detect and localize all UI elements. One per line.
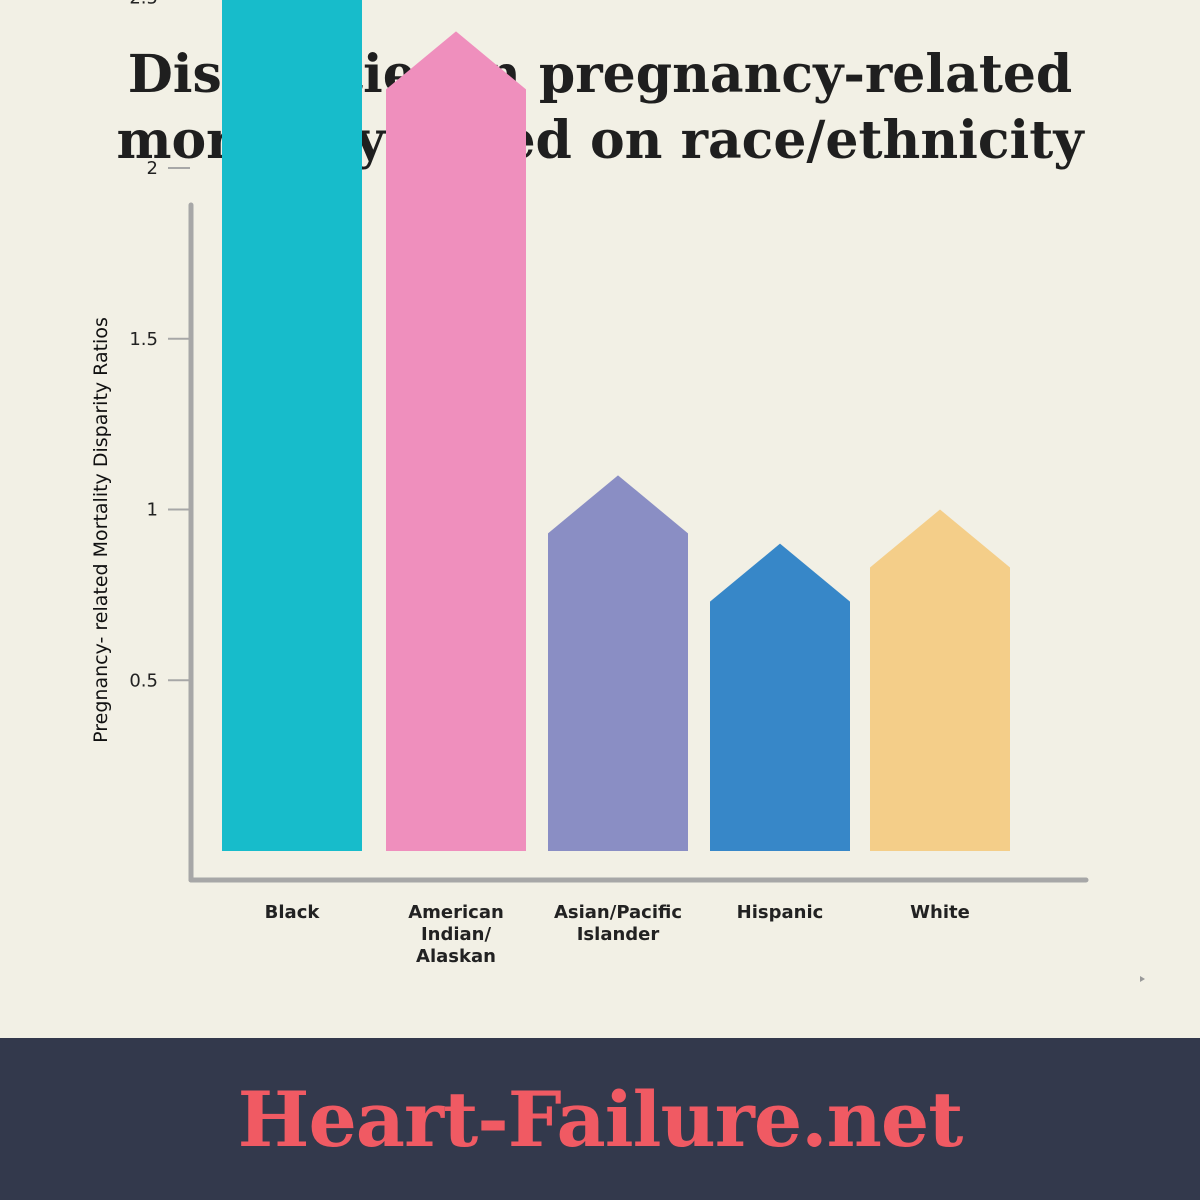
bar-3: [710, 543, 850, 851]
play-marker-icon: [1140, 976, 1145, 982]
bar-chart: 0.511.522.533.5Pregnancy- related Mortal…: [90, 0, 1089, 967]
bar-2: [548, 475, 688, 851]
y-tick-label-4: 2.5: [129, 0, 158, 8]
x-tick-label-0-0: Black: [265, 902, 321, 923]
x-tick-label-1-0: American: [408, 902, 504, 923]
y-tick-label-0: 0.5: [129, 670, 158, 691]
y-tick-label-3: 2: [147, 158, 158, 179]
brand-name[interactable]: Heart-Failure.net: [237, 1074, 964, 1164]
x-tick-label-4-0: White: [910, 902, 970, 923]
y-tick-label-2: 1.5: [129, 329, 158, 350]
brand-footer: Heart-Failure.net: [0, 1038, 1200, 1200]
x-tick-label-2-0: Asian/Pacific: [554, 902, 682, 923]
bar-0: [222, 0, 362, 851]
x-tick-label-1-1: Indian/: [421, 924, 492, 945]
bar-4: [870, 509, 1010, 851]
x-tick-label-3-0: Hispanic: [737, 902, 824, 923]
y-tick-label-1: 1: [147, 500, 158, 521]
bar-1: [386, 31, 526, 851]
x-tick-label-1-2: Alaskan: [416, 946, 496, 967]
x-tick-label-2-1: Islander: [577, 924, 660, 945]
y-axis-label: Pregnancy- related Mortality Disparity R…: [90, 317, 112, 743]
